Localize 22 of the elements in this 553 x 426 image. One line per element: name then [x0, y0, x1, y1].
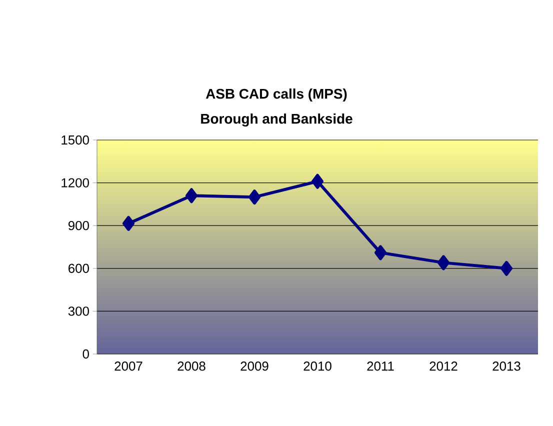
point	[186, 188, 198, 204]
y-tick-label: 600	[68, 264, 89, 273]
x-tick-label: 2010	[304, 362, 332, 371]
point	[122, 216, 135, 231]
x-tick-label: 2008	[178, 362, 206, 371]
point	[312, 174, 324, 189]
x-tick-label: 2012	[430, 362, 458, 371]
point	[374, 245, 387, 260]
chart-subtitle: Borough and Bankside	[201, 113, 352, 127]
y-tick-label: 300	[68, 306, 89, 316]
x-tick-label: 2013	[492, 362, 520, 371]
x-tick-label: 2007	[114, 362, 142, 371]
point	[500, 260, 513, 276]
y-tick-label: 900	[68, 221, 89, 230]
y-tick-label: 0	[82, 349, 89, 359]
y-tick-label: 1500	[62, 135, 89, 145]
point	[248, 190, 261, 205]
chart-title: ASB CAD calls (MPS)	[206, 88, 347, 102]
x-tick-label: 2009	[240, 362, 268, 371]
y-tick-label: 1200	[62, 178, 89, 188]
x-tick-label: 2011	[367, 362, 394, 371]
point	[438, 255, 450, 270]
